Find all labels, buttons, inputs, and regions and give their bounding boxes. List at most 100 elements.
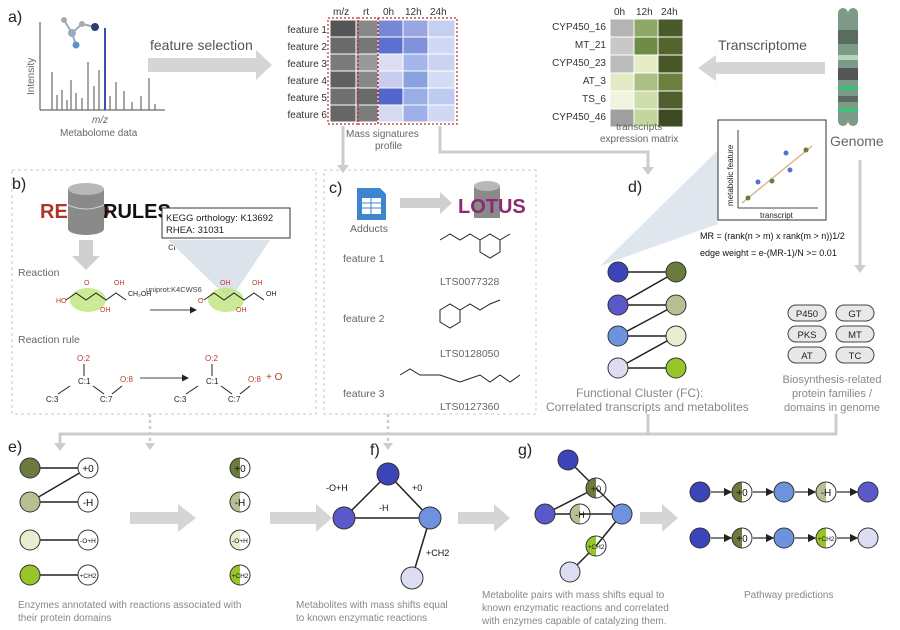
svg-text:protein families /: protein families / — [792, 388, 873, 400]
plus-o: + O — [266, 372, 283, 383]
svg-text:feature 6: feature 6 — [288, 110, 328, 121]
lower-connectors — [58, 414, 838, 446]
adduct-features: feature 1 feature 2 feature 3 — [343, 253, 385, 400]
g-pathway-arrow — [640, 504, 678, 532]
svg-text:24h: 24h — [430, 7, 447, 18]
enzyme-shift-labels: +0 -H -O+H +CH2 — [80, 464, 97, 580]
adducts-icon — [357, 188, 386, 220]
svg-text:feature 3: feature 3 — [343, 388, 385, 400]
lotus-logo: LOTUS — [458, 181, 526, 218]
transcript-labels: CYP450_16 MT_21 CYP450_23 AT_3 TS_6 CYP4… — [552, 22, 606, 123]
panel-a-label: a) — [8, 9, 22, 26]
svg-text:LTS0128050: LTS0128050 — [440, 348, 500, 360]
svg-text:-H: -H — [235, 498, 246, 509]
svg-text:Biosynthesis-related: Biosynthesis-related — [782, 374, 881, 386]
svg-text:OH: OH — [236, 307, 247, 314]
svg-text:+0: +0 — [591, 484, 601, 494]
svg-text:feature 2: feature 2 — [288, 42, 328, 53]
mr-formula: MR = (rank(n > m) x rank(m > n))1/2 — [700, 231, 845, 241]
svg-text:MT: MT — [848, 330, 862, 341]
svg-text:-H: -H — [821, 488, 832, 499]
e-caption-2: their protein domains — [18, 613, 111, 624]
svg-text:feature 3: feature 3 — [288, 59, 328, 70]
svg-text:MT_21: MT_21 — [575, 40, 607, 51]
svg-text:+0: +0 — [412, 483, 422, 493]
g-caption-1: Metabolite pairs with mass shifts equal … — [482, 590, 665, 601]
fg-arrow — [458, 504, 510, 532]
reaction-label: Reaction — [18, 267, 60, 279]
rhea-text: RHEA: 31031 — [166, 225, 224, 236]
reaction-product: O OH OH OH OH — [198, 280, 277, 314]
correlation-callout — [600, 150, 718, 266]
transcriptome-label: Transcriptome — [718, 37, 807, 53]
e-arrow — [130, 504, 196, 532]
transcript-node — [665, 325, 687, 347]
svg-text:12h: 12h — [405, 7, 422, 18]
svg-text:O:8: O:8 — [248, 375, 261, 384]
svg-text:0h: 0h — [614, 7, 625, 18]
tx-caption-2: expression matrix — [600, 134, 678, 145]
plot-ylabel: metabolic feature — [726, 144, 735, 206]
metabolite-node — [607, 357, 629, 379]
mass-caption-2: profile — [375, 141, 403, 152]
svg-text:+CH2: +CH2 — [232, 573, 249, 580]
mass-heatmap — [329, 19, 456, 123]
svg-text:+CH2: +CH2 — [818, 536, 835, 543]
svg-text:LOTUS: LOTUS — [458, 196, 526, 218]
f-caption-1: Metabolites with mass shifts equal — [296, 600, 448, 611]
svg-text:C:7: C:7 — [228, 395, 241, 404]
panel-b-label: b) — [12, 176, 26, 193]
svg-text:+CH2: +CH2 — [80, 573, 97, 580]
panel-d-label: d) — [628, 179, 642, 196]
edge-weight-formula: edge weight = e-(MR-1)/N >= 0.01 — [700, 248, 837, 258]
panel-e-label: e) — [8, 439, 22, 456]
svg-text:m/z: m/z — [333, 7, 349, 18]
svg-text:CYP450_16: CYP450_16 — [552, 22, 606, 33]
transcript-node — [665, 261, 687, 283]
svg-text:C:7: C:7 — [100, 395, 113, 404]
rule-substrate: O:2 C:1 C:3 C:7 O:8 — [46, 354, 133, 404]
svg-text:O: O — [198, 298, 204, 305]
database-icon — [67, 183, 105, 235]
correlation-plot — [717, 119, 827, 221]
pathway-row-1: +0 -H — [689, 481, 879, 503]
crossref-callout — [168, 240, 270, 300]
uniprot-label: uniprot:K4CWS6 — [146, 285, 202, 294]
feature-labels: feature 1 feature 2 feature 3 feature 4 … — [288, 25, 328, 121]
svg-text:OH: OH — [252, 280, 263, 287]
svg-text:+0: +0 — [736, 488, 748, 499]
svg-text:-O+H: -O+H — [80, 538, 96, 545]
svg-text:-H: -H — [379, 503, 389, 513]
molecule-2 — [439, 299, 501, 329]
svg-text:OH: OH — [100, 307, 111, 314]
pathway-row-2: +0 +CH2 — [689, 527, 879, 549]
svg-text:RULES: RULES — [103, 201, 171, 223]
svg-text:TS_6: TS_6 — [582, 94, 606, 105]
svg-text:C:1: C:1 — [78, 377, 91, 386]
svg-text:C:3: C:3 — [174, 395, 187, 404]
svg-text:12h: 12h — [636, 7, 653, 18]
svg-text:feature 5: feature 5 — [288, 93, 328, 104]
metabolite-edge-labels: -O+H +0 -H +CH2 — [326, 483, 449, 558]
heatmap-highlight-boxes — [327, 17, 458, 125]
svg-text:-O+H: -O+H — [326, 483, 348, 493]
metabolite-node — [607, 325, 629, 347]
ef-arrow — [270, 504, 332, 532]
transcript-node — [665, 294, 687, 316]
feature-selection-arrow — [148, 50, 272, 80]
g-caption-2: known enzymatic reactions and correlated — [482, 603, 669, 614]
crossref-box — [161, 207, 291, 239]
functional-cluster — [607, 261, 687, 379]
kegg-text: KEGG orthology: K13692 — [166, 213, 273, 224]
spectrum-xlabel: m/z — [92, 115, 108, 126]
reaction-rule-label: Reaction rule — [18, 334, 80, 346]
svg-text:C:1: C:1 — [206, 377, 219, 386]
svg-text:CH₂OH: CH₂OH — [128, 291, 151, 298]
heatmap-headers: m/z rt 0h 12h 24h — [333, 7, 447, 18]
transcript-headers: 0h 12h 24h — [614, 7, 678, 18]
svg-text:+0: +0 — [82, 464, 94, 475]
spectrum-caption: Metabolome data — [60, 128, 138, 139]
f-caption-2: to known enzymatic reactions — [296, 613, 427, 624]
molecule-1 — [439, 233, 511, 259]
molecule-3 — [399, 368, 521, 383]
